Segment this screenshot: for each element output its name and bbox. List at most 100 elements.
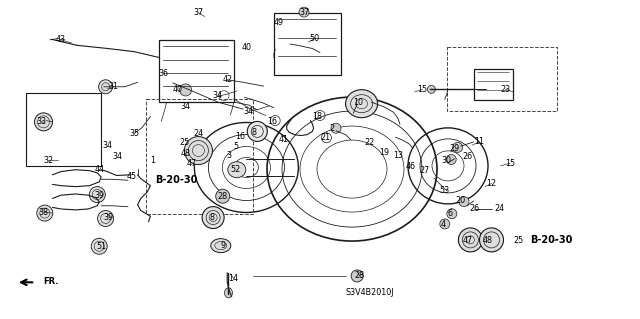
Circle shape bbox=[458, 228, 483, 252]
Circle shape bbox=[459, 197, 469, 207]
Text: 36: 36 bbox=[158, 69, 168, 78]
Text: 11: 11 bbox=[474, 137, 484, 146]
Text: 27: 27 bbox=[419, 166, 429, 175]
Text: 9: 9 bbox=[220, 241, 225, 250]
Bar bbox=[474, 69, 513, 100]
Text: 45: 45 bbox=[126, 172, 136, 181]
Text: 43: 43 bbox=[56, 35, 66, 44]
Circle shape bbox=[331, 123, 341, 133]
Text: 13: 13 bbox=[393, 151, 403, 160]
Text: B-20-30: B-20-30 bbox=[531, 235, 573, 245]
Ellipse shape bbox=[225, 288, 232, 298]
Ellipse shape bbox=[228, 162, 246, 178]
Text: 28: 28 bbox=[355, 271, 365, 280]
Text: 28: 28 bbox=[218, 192, 228, 201]
Circle shape bbox=[299, 7, 309, 17]
Text: 1: 1 bbox=[150, 156, 155, 165]
Text: 3: 3 bbox=[226, 151, 231, 160]
Text: 48: 48 bbox=[483, 236, 493, 245]
Ellipse shape bbox=[211, 239, 231, 253]
Text: 33: 33 bbox=[36, 117, 47, 126]
Text: 46: 46 bbox=[406, 162, 416, 171]
Text: 24: 24 bbox=[193, 129, 204, 138]
Text: 48: 48 bbox=[180, 149, 191, 158]
Text: 15: 15 bbox=[417, 85, 428, 94]
Text: 47: 47 bbox=[187, 159, 197, 168]
Text: 26: 26 bbox=[462, 152, 472, 161]
Text: 38: 38 bbox=[38, 208, 49, 217]
Text: 40: 40 bbox=[173, 85, 183, 94]
Text: 32: 32 bbox=[43, 156, 53, 165]
Text: 31: 31 bbox=[109, 82, 119, 91]
Circle shape bbox=[37, 205, 53, 221]
Circle shape bbox=[452, 142, 463, 152]
Text: 30: 30 bbox=[442, 156, 452, 165]
Text: 34: 34 bbox=[180, 102, 191, 111]
Text: 24: 24 bbox=[494, 204, 504, 213]
Text: B-20-30: B-20-30 bbox=[155, 175, 197, 185]
Text: 29: 29 bbox=[449, 144, 460, 153]
Text: 22: 22 bbox=[364, 138, 374, 147]
Circle shape bbox=[428, 85, 435, 93]
Text: 20: 20 bbox=[456, 197, 466, 205]
Text: 47: 47 bbox=[462, 236, 472, 245]
Bar bbox=[26, 93, 101, 166]
Text: S3V4B2010J: S3V4B2010J bbox=[346, 288, 394, 297]
Text: 10: 10 bbox=[353, 98, 364, 107]
Bar bbox=[159, 40, 234, 102]
Circle shape bbox=[180, 84, 191, 96]
Text: 39: 39 bbox=[94, 191, 104, 200]
Text: 5: 5 bbox=[233, 142, 238, 151]
Text: 8: 8 bbox=[252, 128, 257, 137]
Circle shape bbox=[247, 122, 268, 141]
Text: 25: 25 bbox=[513, 236, 524, 245]
Text: 25: 25 bbox=[179, 138, 189, 147]
Text: 14: 14 bbox=[228, 274, 239, 283]
Bar bbox=[447, 47, 557, 111]
Circle shape bbox=[447, 209, 457, 219]
Text: 21: 21 bbox=[320, 133, 330, 142]
Circle shape bbox=[35, 113, 52, 131]
Circle shape bbox=[89, 187, 105, 203]
Bar bbox=[274, 13, 341, 75]
Circle shape bbox=[351, 270, 363, 282]
Text: 8: 8 bbox=[210, 213, 215, 222]
Text: 52: 52 bbox=[230, 165, 241, 174]
Circle shape bbox=[216, 189, 230, 203]
Text: 6: 6 bbox=[447, 209, 452, 218]
Text: 40: 40 bbox=[241, 43, 252, 52]
Text: 15: 15 bbox=[505, 159, 515, 168]
Text: 49: 49 bbox=[273, 18, 284, 27]
Circle shape bbox=[92, 238, 108, 254]
Text: 2: 2 bbox=[329, 124, 334, 133]
Text: 4: 4 bbox=[441, 220, 446, 229]
Text: 16: 16 bbox=[267, 117, 277, 126]
Text: 53: 53 bbox=[440, 186, 450, 195]
Text: 42: 42 bbox=[222, 75, 232, 84]
Circle shape bbox=[440, 219, 450, 229]
Circle shape bbox=[479, 228, 504, 252]
Text: 18: 18 bbox=[312, 112, 322, 121]
Text: 12: 12 bbox=[486, 179, 497, 188]
Text: 37: 37 bbox=[193, 8, 204, 17]
Text: 34: 34 bbox=[243, 107, 253, 115]
Circle shape bbox=[98, 211, 114, 226]
Text: 51: 51 bbox=[96, 242, 106, 251]
Text: 34: 34 bbox=[212, 91, 223, 100]
Circle shape bbox=[202, 207, 224, 228]
Text: 41: 41 bbox=[278, 135, 289, 144]
Text: 16: 16 bbox=[235, 132, 245, 141]
Text: 19: 19 bbox=[379, 148, 389, 157]
Text: 26: 26 bbox=[470, 204, 480, 213]
Text: 34: 34 bbox=[102, 141, 113, 150]
Text: 44: 44 bbox=[94, 165, 104, 174]
Bar bbox=[146, 99, 253, 214]
Circle shape bbox=[99, 80, 113, 94]
Text: FR.: FR. bbox=[44, 277, 59, 286]
Text: 50: 50 bbox=[310, 34, 320, 43]
Ellipse shape bbox=[346, 90, 378, 118]
Text: 34: 34 bbox=[112, 152, 122, 161]
Text: 23: 23 bbox=[500, 85, 511, 94]
Text: 39: 39 bbox=[104, 213, 114, 222]
Circle shape bbox=[446, 154, 456, 165]
